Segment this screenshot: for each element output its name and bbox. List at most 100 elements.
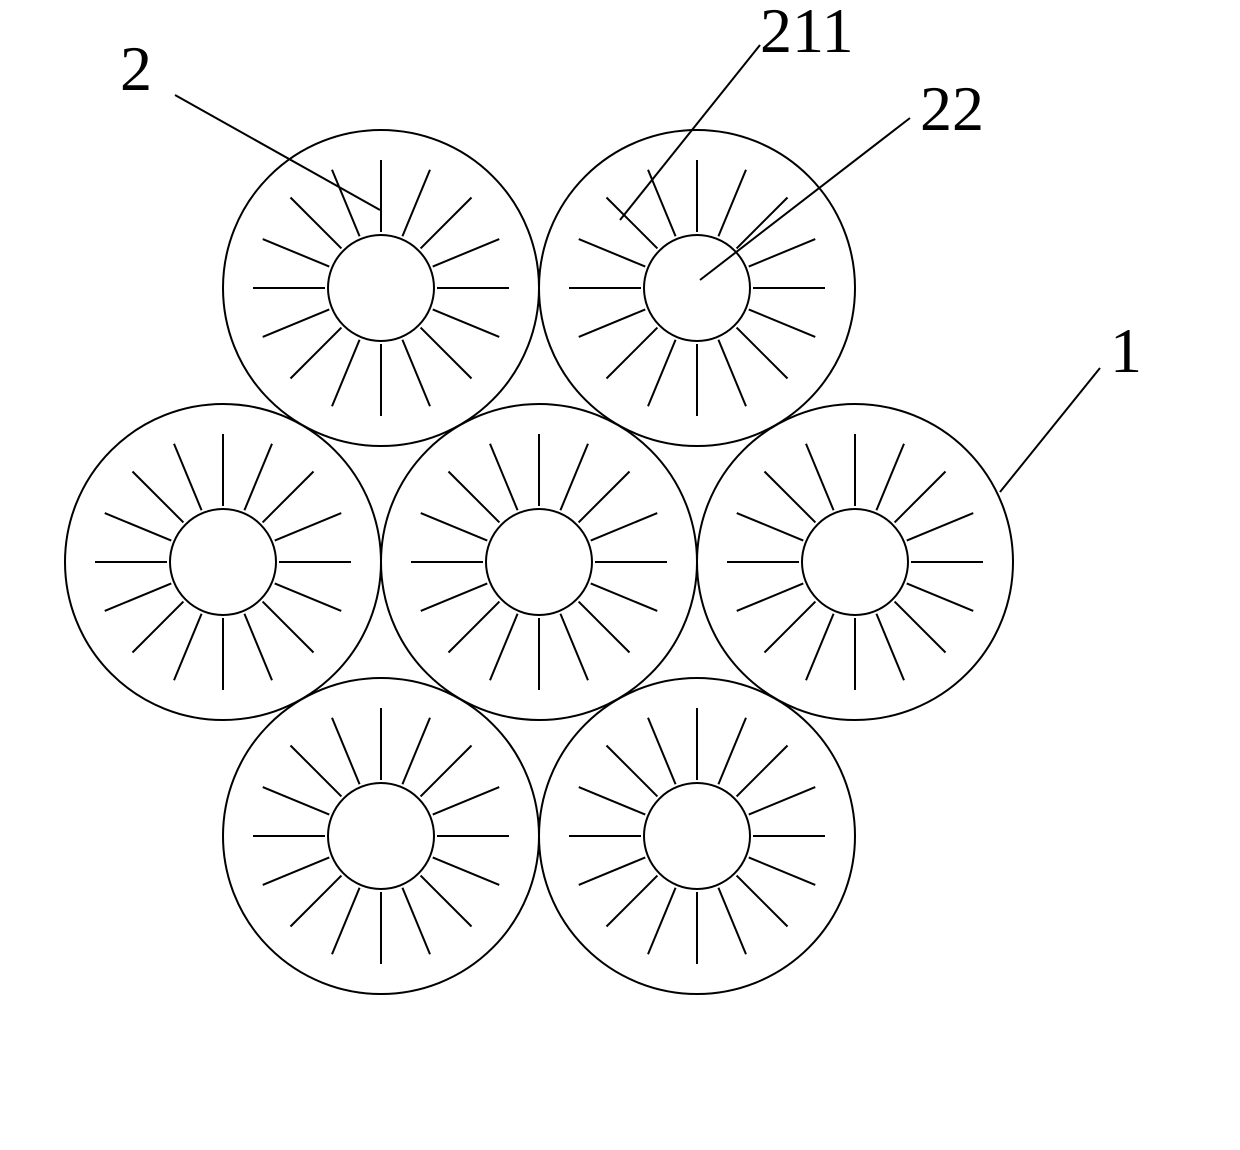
spoke bbox=[764, 471, 815, 522]
spoke bbox=[718, 340, 746, 407]
spoke bbox=[332, 340, 360, 407]
spoke bbox=[332, 718, 360, 785]
spoke bbox=[718, 888, 746, 955]
spoke bbox=[606, 876, 657, 927]
spoke bbox=[332, 170, 360, 237]
spoke bbox=[737, 745, 788, 796]
spoke bbox=[579, 602, 630, 653]
spoke bbox=[606, 328, 657, 379]
spoke bbox=[402, 340, 430, 407]
label-22: 22 bbox=[920, 73, 984, 144]
spoke bbox=[718, 170, 746, 237]
leader-line bbox=[620, 45, 760, 220]
spoke bbox=[174, 614, 202, 681]
inner-circle bbox=[644, 783, 750, 889]
spoke bbox=[402, 170, 430, 237]
inner-circle bbox=[328, 235, 434, 341]
unit-mid-center bbox=[381, 404, 697, 720]
spoke bbox=[290, 876, 341, 927]
spoke bbox=[560, 614, 588, 681]
spoke bbox=[560, 444, 588, 511]
spoke bbox=[876, 444, 904, 511]
inner-circle bbox=[802, 509, 908, 615]
unit-bot-right bbox=[539, 678, 855, 994]
spoke bbox=[105, 583, 172, 611]
spoke bbox=[907, 583, 974, 611]
spoke bbox=[421, 513, 488, 541]
label-211: 211 bbox=[760, 0, 854, 66]
spoke bbox=[290, 328, 341, 379]
spoke bbox=[263, 787, 330, 815]
spoke bbox=[737, 197, 788, 248]
unit-top-left bbox=[223, 130, 539, 446]
spoke bbox=[244, 444, 272, 511]
spoke bbox=[591, 583, 658, 611]
spoke bbox=[275, 513, 342, 541]
spoke bbox=[876, 614, 904, 681]
spoke bbox=[490, 614, 518, 681]
spoke bbox=[806, 614, 834, 681]
spoke bbox=[402, 888, 430, 955]
spoke bbox=[105, 513, 172, 541]
spoke bbox=[290, 197, 341, 248]
spoke bbox=[737, 583, 804, 611]
spoke bbox=[737, 328, 788, 379]
spoke bbox=[263, 471, 314, 522]
technical-diagram: 2 211 22 1 bbox=[0, 0, 1240, 1150]
spoke bbox=[263, 857, 330, 885]
spoke bbox=[606, 745, 657, 796]
label-1: 1 bbox=[1110, 315, 1142, 386]
spoke bbox=[648, 888, 676, 955]
spoke bbox=[591, 513, 658, 541]
spoke bbox=[718, 718, 746, 785]
spoke bbox=[275, 583, 342, 611]
spoke bbox=[749, 857, 816, 885]
spoke bbox=[490, 444, 518, 511]
spoke bbox=[433, 857, 500, 885]
spoke bbox=[579, 309, 646, 337]
spoke bbox=[421, 876, 472, 927]
spoke bbox=[132, 471, 183, 522]
spoke bbox=[737, 876, 788, 927]
spoke bbox=[174, 444, 202, 511]
inner-circle bbox=[486, 509, 592, 615]
spoke bbox=[433, 309, 500, 337]
inner-circle bbox=[170, 509, 276, 615]
unit-top-right bbox=[539, 130, 855, 446]
spoke bbox=[648, 718, 676, 785]
spoke bbox=[579, 787, 646, 815]
unit-bot-left bbox=[223, 678, 539, 994]
spoke bbox=[421, 745, 472, 796]
spoke bbox=[244, 614, 272, 681]
spoke bbox=[749, 239, 816, 267]
spoke bbox=[579, 857, 646, 885]
spoke bbox=[332, 888, 360, 955]
spoke bbox=[895, 602, 946, 653]
spoke bbox=[749, 787, 816, 815]
spoke bbox=[132, 602, 183, 653]
inner-circle bbox=[328, 783, 434, 889]
spoke bbox=[579, 471, 630, 522]
inner-circle bbox=[644, 235, 750, 341]
spoke bbox=[290, 745, 341, 796]
unit-mid-right bbox=[697, 404, 1013, 720]
spoke bbox=[433, 787, 500, 815]
spoke bbox=[263, 239, 330, 267]
spoke bbox=[421, 328, 472, 379]
spoke bbox=[907, 513, 974, 541]
spoke bbox=[737, 513, 804, 541]
spoke bbox=[806, 444, 834, 511]
spoke bbox=[648, 340, 676, 407]
leader-line bbox=[700, 118, 910, 280]
unit-mid-left bbox=[65, 404, 381, 720]
spoke bbox=[433, 239, 500, 267]
spoke bbox=[448, 471, 499, 522]
spoke bbox=[448, 602, 499, 653]
spoke bbox=[895, 471, 946, 522]
label-2: 2 bbox=[120, 33, 152, 104]
spoke bbox=[263, 602, 314, 653]
spoke bbox=[764, 602, 815, 653]
spoke bbox=[263, 309, 330, 337]
spoke bbox=[402, 718, 430, 785]
spoke bbox=[579, 239, 646, 267]
